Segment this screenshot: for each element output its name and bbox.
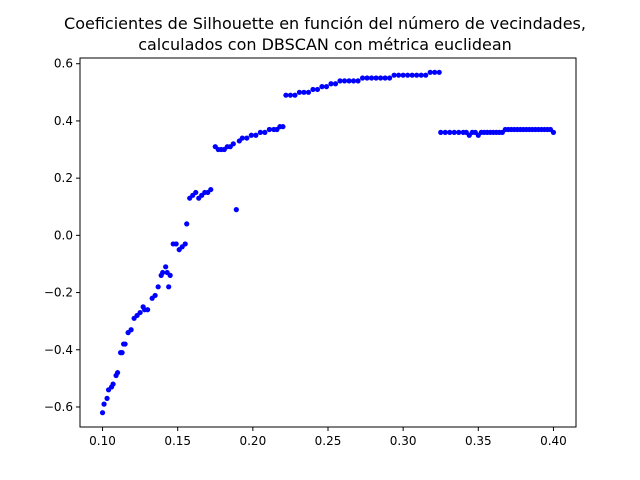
data-point (341, 78, 348, 84)
data-point (208, 186, 214, 193)
y-tick-label: 0.6 (54, 57, 73, 71)
data-point (400, 72, 406, 78)
data-point (364, 75, 370, 81)
data-point (101, 401, 107, 407)
data-point (359, 75, 366, 81)
data-point (128, 327, 134, 333)
data-point (114, 370, 121, 376)
data-point (301, 89, 307, 95)
y-tick-label: 0.4 (54, 114, 73, 128)
data-point (382, 75, 388, 81)
y-tick-label: −0.6 (44, 400, 73, 414)
data-point (346, 78, 352, 84)
data-point (427, 69, 433, 75)
data-point (262, 129, 268, 135)
data-point (332, 81, 339, 87)
data-point (438, 129, 444, 135)
data-point (418, 72, 424, 78)
data-point (292, 92, 298, 98)
x-tick-label: 0.40 (540, 434, 567, 448)
data-point (296, 89, 303, 95)
data-point (145, 307, 151, 313)
data-point (550, 129, 557, 135)
data-point (173, 241, 179, 247)
data-point (184, 221, 190, 227)
data-point (355, 78, 361, 84)
data-point (239, 135, 245, 141)
data-point (287, 92, 294, 98)
chart-title-line-2: calculados con DBSCAN con métrica euclid… (138, 35, 512, 54)
data-point (310, 86, 316, 93)
data-point (167, 272, 173, 278)
data-point (152, 292, 158, 299)
x-tick-label: 0.20 (239, 434, 266, 448)
data-point (166, 284, 172, 290)
data-point (350, 78, 357, 84)
scatter-points (99, 69, 557, 416)
x-tick-label: 0.10 (89, 434, 116, 448)
data-point (314, 86, 321, 93)
y-tick-label: −0.4 (44, 343, 73, 357)
x-tick-label: 0.15 (164, 434, 191, 448)
data-point (110, 381, 116, 387)
data-point (99, 410, 106, 416)
data-point (160, 269, 166, 276)
x-tick-label: 0.35 (465, 434, 492, 448)
plot-area-frame (79, 57, 577, 428)
data-point (368, 75, 375, 81)
data-point (155, 284, 161, 290)
y-tick-label: −0.2 (44, 286, 73, 300)
y-tick-label: 0.0 (54, 228, 73, 242)
data-point (328, 81, 334, 87)
data-point (233, 207, 239, 213)
data-point (337, 78, 343, 84)
data-point (253, 132, 259, 138)
data-point (230, 141, 236, 147)
data-point (248, 132, 254, 138)
data-point (405, 72, 411, 78)
y-tick-label: 0.2 (54, 171, 73, 185)
x-axis-ticks: 0.10 0.15 0.20 0.25 0.30 0.35 0.40 (89, 427, 567, 448)
data-point (423, 72, 429, 78)
data-point (104, 395, 110, 401)
data-point (409, 72, 415, 78)
x-tick-label: 0.30 (390, 434, 417, 448)
data-point (305, 89, 312, 95)
data-point (456, 129, 462, 135)
data-point (119, 350, 125, 356)
data-point (378, 75, 384, 81)
data-point (244, 135, 250, 141)
data-point (373, 75, 379, 81)
data-point (414, 72, 420, 78)
data-point (436, 69, 442, 75)
data-point (391, 72, 397, 78)
data-point (319, 84, 325, 90)
data-point (182, 241, 188, 247)
data-point (257, 129, 263, 135)
data-point (163, 264, 169, 270)
x-tick-label: 0.25 (315, 434, 342, 448)
chart-title-line-1: Coeficientes de Silhouette en función de… (64, 14, 586, 33)
data-point (396, 72, 402, 78)
data-point (442, 129, 448, 135)
data-point (266, 126, 272, 133)
data-point (447, 129, 453, 135)
data-point (432, 69, 438, 75)
data-point (122, 341, 128, 347)
data-point (137, 309, 143, 316)
data-point (323, 84, 330, 90)
data-point (280, 124, 286, 130)
data-point (387, 75, 393, 81)
data-point (283, 92, 289, 98)
data-point (193, 189, 199, 196)
data-point (451, 129, 457, 135)
y-axis-ticks: −0.6 −0.4 −0.2 0.0 0.2 0.4 0.6 (44, 57, 80, 414)
